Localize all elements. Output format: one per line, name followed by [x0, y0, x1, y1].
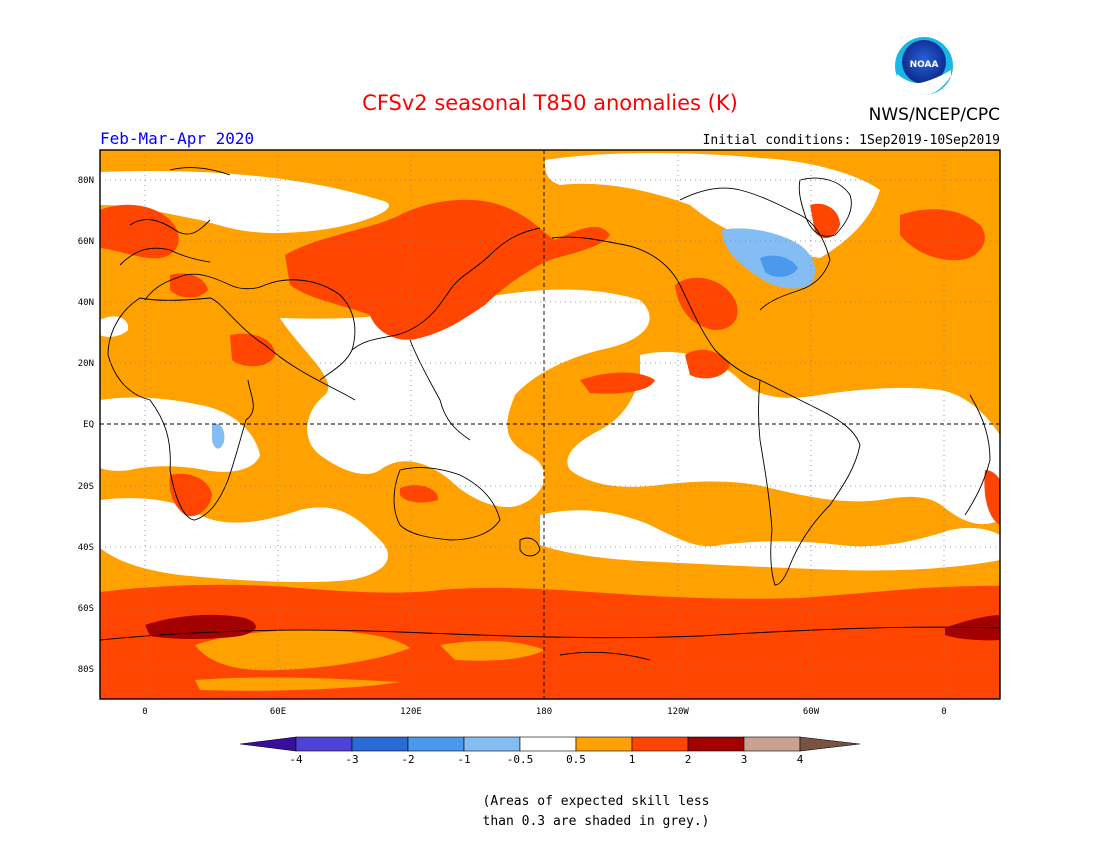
noaa-logo-text: NOAA: [910, 60, 939, 70]
colorbar-tick-label: 2: [685, 753, 692, 766]
antarctic-orange-patches: [195, 630, 545, 691]
y-tick-label: 40S: [78, 543, 94, 553]
colorbar-segment: [743, 736, 801, 752]
warm-anomaly-regions: [100, 199, 1000, 699]
colorbar-tick-label: 3: [741, 753, 748, 766]
x-tick-label: 0: [142, 707, 147, 717]
map-frame: [99, 149, 1001, 700]
colorbar-segment: [631, 736, 689, 752]
skill-note-line1: (Areas of expected skill less: [483, 794, 710, 809]
cool-anomaly-regions: [212, 228, 816, 449]
agency-label: NWS/NCEP/CPC: [869, 105, 1000, 125]
colorbar-tick-label: -3: [345, 753, 358, 766]
y-tick-label: EQ: [83, 420, 94, 430]
skill-note-line2: than 0.3 are shaded in grey.): [483, 814, 710, 829]
colorbar-tick-label: 4: [797, 753, 804, 766]
colorbar-segment: [351, 736, 409, 752]
colorbar-segment: [687, 736, 745, 752]
colorbar-tick-label: -2: [401, 753, 414, 766]
neutral-regions: [100, 153, 1000, 671]
colorbar-segment: [519, 736, 577, 752]
colorbar-tick-label: -4: [289, 753, 303, 766]
colorbar-labels: -4 -3 -2 -1 -0.5 0.5 1 2 3 4: [289, 753, 803, 766]
x-tick-label: 0: [941, 707, 946, 717]
colorbar-segment: [295, 736, 353, 752]
anomaly-map: [100, 150, 1000, 699]
season-label: Feb-Mar-Apr 2020: [100, 129, 254, 148]
colorbar-segment: [407, 736, 465, 752]
graticule: [100, 150, 1000, 699]
x-tick-label: 120E: [400, 707, 422, 717]
y-tick-label: 40N: [78, 298, 94, 308]
colorbar-segment: [463, 736, 521, 752]
x-tick-label: 60W: [803, 707, 820, 717]
y-axis-ticks: 80N 60N 40N 20N EQ 20S 40S 60S 80S: [78, 176, 94, 675]
colorbar-extend-high: [799, 736, 861, 752]
coastlines: [100, 167, 1000, 661]
colorbar-tick-label: -1: [457, 753, 470, 766]
y-tick-label: 60N: [78, 237, 94, 247]
y-tick-label: 80N: [78, 176, 94, 186]
x-axis-ticks: 0 60E 120E 180 120W 60W 0: [142, 707, 946, 717]
colorbar-segment: [575, 736, 633, 752]
colorbar-extend-low: [239, 736, 297, 752]
chart-title: CFSv2 seasonal T850 anomalies (K): [362, 91, 738, 115]
y-tick-label: 60S: [78, 604, 94, 614]
noaa-logo-icon: NOAA: [895, 37, 953, 95]
initial-conditions-label: Initial conditions: 1Sep2019-10Sep2019: [703, 133, 1000, 148]
x-tick-label: 120W: [667, 707, 689, 717]
reference-lines: [100, 150, 1000, 699]
y-tick-label: 80S: [78, 665, 94, 675]
y-tick-label: 20N: [78, 359, 94, 369]
x-tick-label: 60E: [270, 707, 286, 717]
x-tick-label: 180: [536, 707, 552, 717]
colorbar-tick-label: -0.5: [507, 753, 534, 766]
y-tick-label: 20S: [78, 482, 94, 492]
colorbar: [239, 736, 861, 752]
colorbar-tick-label: 1: [629, 753, 636, 766]
colorbar-tick-label: 0.5: [566, 753, 586, 766]
